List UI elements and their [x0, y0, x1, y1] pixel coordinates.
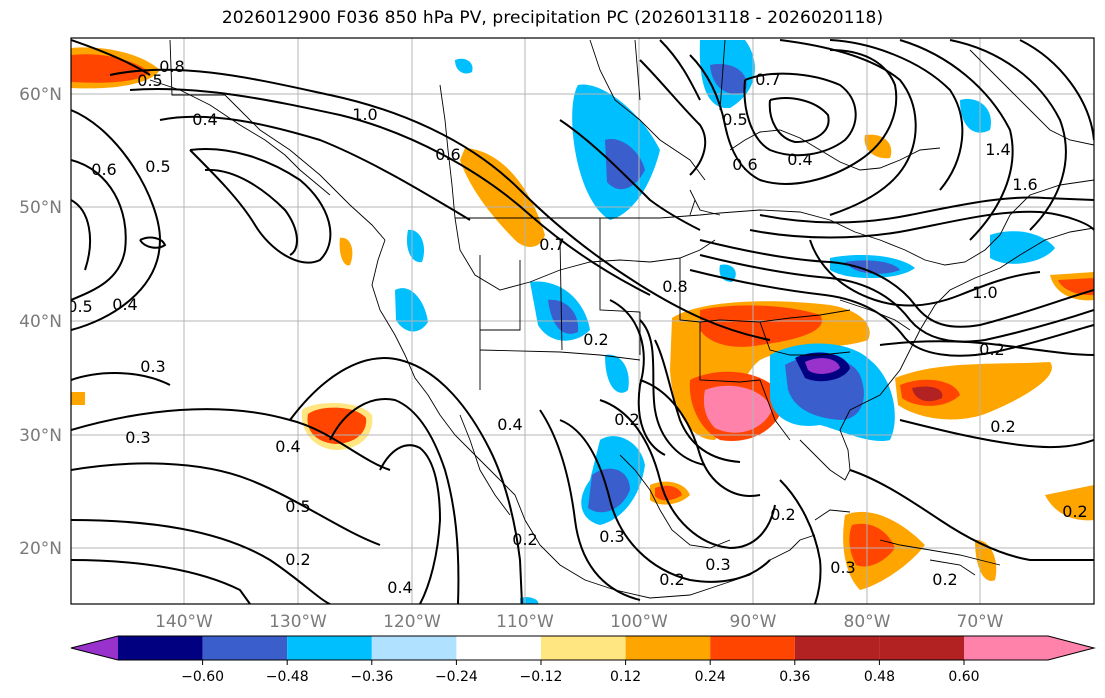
colorbar-swatch — [794, 636, 880, 660]
lon-label: 120°W — [383, 612, 441, 632]
contour-label: 0.3 — [140, 357, 165, 376]
colorbar-tick-label: 0.36 — [779, 669, 810, 685]
coastlines-borders — [149, 39, 1094, 599]
lon-label: 90°W — [730, 612, 777, 632]
latitude-labels: 60°N 50°N 40°N 30°N 20°N — [19, 85, 62, 559]
lat-label: 30°N — [19, 426, 62, 446]
contour-label: 0.3 — [830, 558, 855, 577]
contour-label: 0.6 — [435, 145, 460, 164]
colorbar-swatch — [1048, 636, 1094, 660]
contour-label: 0.2 — [1062, 502, 1087, 521]
contour-label: 0.2 — [932, 570, 957, 589]
contour-label: 0.8 — [662, 277, 687, 296]
contour-label: 0.4 — [192, 110, 217, 129]
lat-label: 40°N — [19, 312, 62, 332]
colorbar-swatch — [964, 636, 1048, 660]
lon-label: 130°W — [269, 612, 327, 632]
contour-label: 1.4 — [985, 140, 1010, 159]
lon-label: 110°W — [496, 612, 554, 632]
colorbar-swatch — [287, 636, 372, 660]
lat-label: 60°N — [19, 85, 62, 105]
contour-label: 0.6 — [91, 160, 116, 179]
contour-label: 0.4 — [497, 415, 522, 434]
colorbar-swatch — [710, 636, 795, 660]
contour-label: 0.5 — [145, 157, 170, 176]
lat-label: 50°N — [19, 198, 62, 218]
colorbar-tick-label: 0.12 — [610, 669, 641, 685]
colorbar-outline — [70, 635, 1096, 661]
contour-label: 0.5 — [137, 71, 162, 90]
contour-label: 0.3 — [599, 527, 624, 546]
colorbar-swatch — [456, 636, 541, 660]
colorbar-tick-label: −0.48 — [266, 669, 309, 685]
lon-label: 140°W — [155, 612, 213, 632]
contour-label: 0.2 — [979, 340, 1004, 359]
contour-label: 0.5 — [67, 297, 92, 316]
colorbar-swatch — [541, 636, 626, 660]
map-title: 2026012900 F036 850 hPa PV, precipitatio… — [221, 8, 884, 28]
gridlines — [71, 38, 1094, 604]
colorbar-swatch — [879, 636, 964, 660]
colorbar-tick-label: 0.48 — [864, 669, 895, 685]
contour-label: 0.4 — [787, 150, 812, 169]
lon-label: 70°W — [957, 612, 1004, 632]
colorbar-tick-label: 0.24 — [695, 669, 726, 685]
colorbar-swatch — [71, 636, 118, 660]
contour-labels: 0.8 0.5 1.0 0.4 0.6 0.5 0.7 0.7 0.5 0.6 … — [67, 57, 1088, 597]
contour-label: 0.2 — [770, 505, 795, 524]
colorbar-tick-label: 0.60 — [948, 669, 979, 685]
contour-label: 0.8 — [159, 57, 184, 76]
contour-label: 0.4 — [387, 578, 412, 597]
contour-label: 0.6 — [732, 155, 757, 174]
lon-label: 80°W — [844, 612, 891, 632]
colorbar-swatch — [202, 636, 288, 660]
contour-label: 0.2 — [614, 410, 639, 429]
contour-label: 0.5 — [722, 110, 747, 129]
contour-label: 1.0 — [972, 283, 997, 302]
contour-label: 0.4 — [112, 295, 137, 314]
contour-label: 1.6 — [1012, 175, 1037, 194]
contour-label: 0.3 — [125, 428, 150, 447]
contour-label: 0.2 — [990, 417, 1015, 436]
longitude-labels: 140°W 130°W 120°W 110°W 100°W 90°W 80°W … — [155, 612, 1004, 632]
colorbar-swatch — [118, 636, 203, 660]
colorbar-swatch — [371, 636, 457, 660]
colorbar-swatch — [625, 636, 711, 660]
contour-label: 0.2 — [659, 570, 684, 589]
pv-contours — [71, 39, 1094, 604]
lon-label: 100°W — [610, 612, 668, 632]
lat-label: 20°N — [19, 539, 62, 559]
contour-label: 0.4 — [275, 437, 300, 456]
contour-label: 0.5 — [285, 497, 310, 516]
colorbar-tick-label: −0.12 — [520, 669, 563, 685]
colorbar-tick-label: −0.36 — [350, 669, 393, 685]
colorbar-tick-label: −0.24 — [435, 669, 478, 685]
contour-label: 0.3 — [705, 555, 730, 574]
contour-label: 0.2 — [285, 550, 310, 569]
contour-label: 1.0 — [352, 105, 377, 124]
contour-label: 0.7 — [539, 235, 564, 254]
colorbar: −0.60 −0.48 −0.36 −0.24 −0.12 0.12 0.24 … — [70, 635, 1096, 685]
contour-label: 0.7 — [755, 70, 780, 89]
colorbar-tick-label: −0.60 — [181, 669, 224, 685]
contour-label: 0.2 — [512, 530, 537, 549]
contour-label: 0.2 — [583, 330, 608, 349]
map-frame — [70, 37, 1095, 605]
